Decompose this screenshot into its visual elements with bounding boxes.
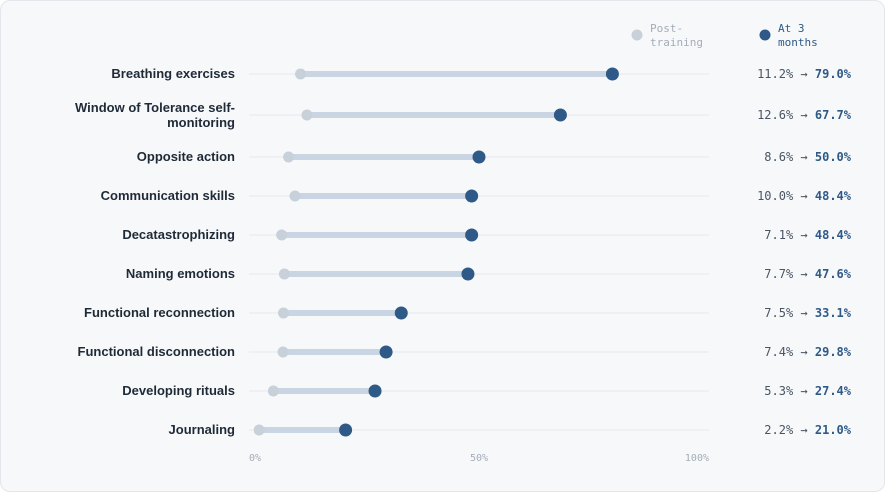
category-label: Naming emotions (126, 266, 235, 281)
x-tick-label: 0% (249, 453, 261, 464)
legend-swatch-2 (759, 29, 771, 41)
point-3-months (461, 267, 475, 281)
category-label: Functional disconnection (78, 344, 236, 359)
value-label: 8.6% → 50.0% (764, 150, 851, 164)
category-label: Developing rituals (122, 383, 235, 398)
category-label: Decatastrophizing (122, 227, 235, 242)
category-label: Window of Tolerance self-monitoring (75, 100, 235, 130)
point-post-training (278, 268, 290, 280)
point-3-months (394, 306, 408, 320)
value-label: 7.5% → 33.1% (764, 306, 851, 320)
category-label: Breathing exercises (111, 66, 235, 81)
point-post-training (301, 109, 313, 121)
point-post-training (295, 68, 307, 80)
point-3-months (379, 345, 393, 359)
point-post-training (253, 424, 265, 436)
category-label: Opposite action (137, 149, 235, 164)
point-post-training (277, 346, 289, 358)
value-label: 10.0% → 48.4% (757, 189, 852, 203)
value-label: 2.2% → 21.0% (764, 423, 851, 437)
legend-swatch-1 (631, 29, 643, 41)
point-post-training (283, 151, 295, 163)
value-label: 7.4% → 29.8% (764, 345, 851, 359)
category-label: Functional reconnection (84, 305, 235, 320)
point-3-months (368, 384, 382, 398)
x-tick-label: 50% (470, 453, 488, 464)
value-label: 5.3% → 27.4% (764, 384, 851, 398)
category-label: Journaling (169, 422, 236, 437)
point-3-months (465, 189, 479, 203)
point-post-training (289, 190, 301, 202)
legend-label-1: Post-training (650, 22, 703, 49)
legend-label-2: At 3 months (778, 22, 818, 49)
value-label: 12.6% → 67.7% (757, 108, 852, 122)
point-post-training (278, 307, 289, 319)
point-post-training (267, 385, 279, 397)
category-label: Communication skills (101, 188, 235, 203)
point-3-months (472, 150, 486, 164)
point-3-months (465, 228, 479, 242)
value-label: 11.2% → 79.0% (757, 67, 852, 81)
point-3-months (553, 108, 567, 122)
x-tick-label: 100% (685, 453, 709, 464)
value-label: 7.7% → 47.6% (764, 267, 851, 281)
value-label: 7.1% → 48.4% (764, 228, 851, 242)
point-3-months (339, 423, 353, 437)
point-post-training (276, 229, 288, 241)
point-3-months (605, 67, 619, 81)
